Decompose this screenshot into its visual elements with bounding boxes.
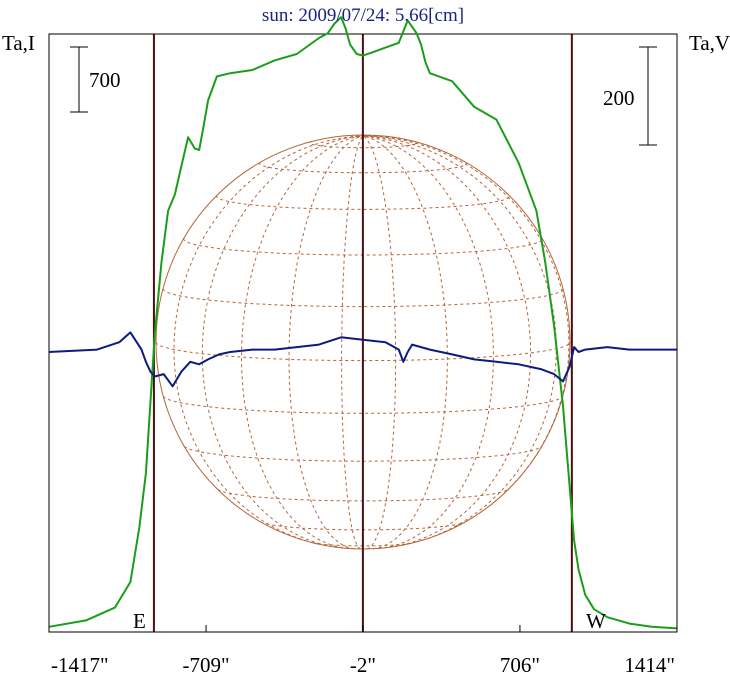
solar-meridian — [240, 135, 364, 549]
left-scale-bar — [70, 46, 88, 113]
solar-parallel — [216, 194, 510, 210]
solar-meridian — [362, 135, 570, 496]
solar-meridian — [362, 135, 532, 548]
x-tick-label: -2" — [350, 653, 376, 677]
west-label: W — [586, 609, 606, 633]
solar-parallel — [162, 395, 564, 414]
east-label: E — [133, 609, 146, 633]
x-tick-label: -1417" — [51, 653, 109, 677]
solar-meridian — [173, 135, 364, 545]
solar-meridian — [362, 135, 557, 543]
limb-marker-lines — [152, 34, 573, 632]
solar-meridian — [201, 135, 364, 548]
solar-parallel — [308, 140, 418, 149]
solar-meridian — [362, 135, 448, 550]
x-tick-label: 1414" — [624, 653, 675, 677]
solar-parallel — [155, 341, 571, 362]
scale-bars — [70, 46, 657, 146]
solar-meridian — [341, 135, 364, 550]
series-line-polarization — [48, 331, 677, 388]
x-axis-ticks: -1417" -709" -2" 706" 1414" — [48, 625, 678, 677]
x-tick-label: -709" — [183, 653, 230, 677]
chart-title: sun: 2009/07/24: 5.66[cm] — [262, 5, 464, 26]
left-axis-label: Ta,I — [2, 31, 35, 55]
solar-parallel — [258, 162, 468, 174]
solar-meridian — [362, 135, 400, 139]
left-scale-bar-label: 700 — [89, 68, 121, 92]
series-layer — [48, 16, 678, 630]
x-tick-label: 706" — [500, 653, 540, 677]
series-line-intensity — [48, 16, 678, 630]
right-axis-label: Ta,V — [689, 31, 730, 55]
right-scale-bar-label: 200 — [603, 86, 635, 110]
right-scale-bar — [639, 46, 657, 146]
